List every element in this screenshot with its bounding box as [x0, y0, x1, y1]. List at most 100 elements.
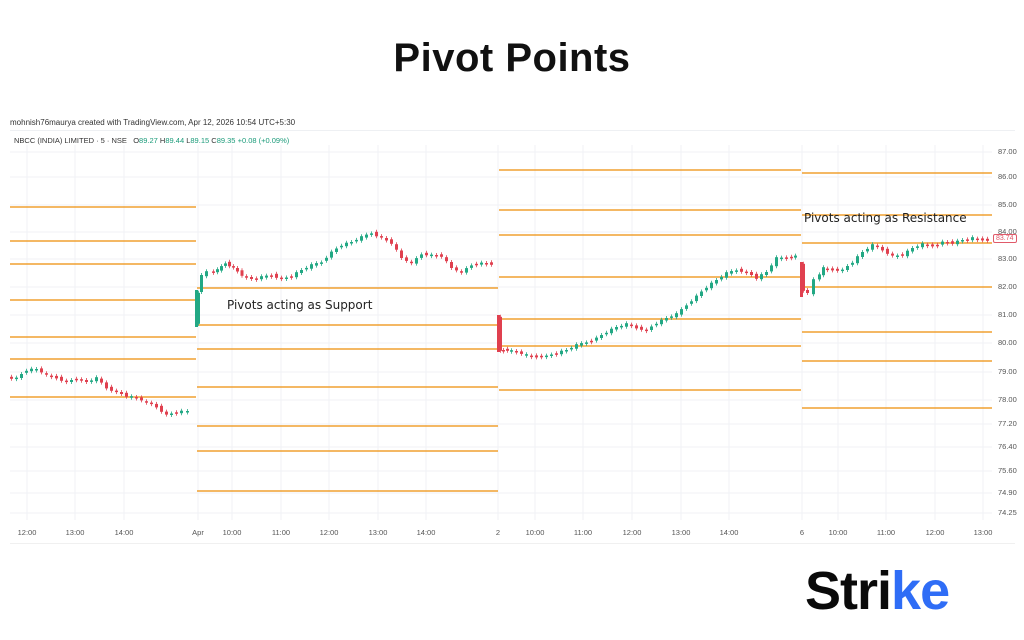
- candle: [400, 250, 403, 258]
- candle: [535, 355, 538, 358]
- candle: [236, 268, 239, 272]
- candle: [831, 268, 834, 271]
- price-tick-label: 84.00: [998, 227, 1017, 236]
- candle: [220, 266, 223, 271]
- price-tick-label: 81.00: [998, 310, 1017, 319]
- candle: [335, 248, 338, 252]
- candle: [330, 251, 333, 258]
- time-tick-label: 12:00: [319, 528, 339, 537]
- time-tick-label: 11:00: [271, 528, 291, 537]
- last-price-tag: 83.74: [993, 234, 1017, 243]
- time-tick-label: 13:00: [973, 528, 993, 537]
- logo-text: Stri: [805, 561, 892, 621]
- time-tick-label: 10:00: [222, 528, 242, 537]
- candle: [430, 254, 433, 257]
- candle: [100, 378, 103, 383]
- candle: [460, 271, 463, 273]
- candle: [35, 369, 38, 371]
- candle: [856, 256, 859, 264]
- candle: [690, 301, 693, 304]
- change-value: +0.08 (+0.09%): [237, 136, 290, 145]
- candle: [961, 240, 964, 242]
- candle: [70, 380, 73, 382]
- candle: [180, 410, 183, 414]
- time-tick-label: 12:00: [622, 528, 642, 537]
- candle: [802, 263, 805, 291]
- candle: [976, 238, 979, 241]
- price-tick-label: 76.40: [998, 442, 1017, 451]
- candle: [300, 270, 303, 273]
- candle: [610, 328, 613, 334]
- candle: [822, 267, 825, 276]
- candle: [260, 276, 263, 280]
- candle: [605, 332, 608, 335]
- candle: [490, 262, 493, 265]
- candle: [85, 380, 88, 382]
- candle: [540, 355, 543, 358]
- time-tick-label: 14:00: [114, 528, 134, 537]
- price-tick-label: 80.00: [998, 338, 1017, 347]
- candle: [395, 244, 398, 250]
- candle: [380, 236, 383, 238]
- strike-logo: Strike: [805, 560, 950, 622]
- candle: [545, 355, 548, 358]
- candle: [981, 238, 984, 241]
- candle: [760, 274, 763, 280]
- candle: [806, 290, 809, 293]
- candle: [205, 271, 208, 277]
- candle: [310, 264, 313, 269]
- candle: [290, 276, 293, 278]
- time-tick-label: 13:00: [368, 528, 388, 537]
- candle: [60, 376, 63, 381]
- time-tick-label: 14:00: [719, 528, 739, 537]
- candle: [245, 276, 248, 278]
- candle: [735, 270, 738, 272]
- close-label: C: [211, 136, 217, 145]
- candle: [240, 270, 244, 276]
- price-tick-label: 77.20: [998, 419, 1017, 428]
- candle: [625, 323, 628, 327]
- price-tick-label: 85.00: [998, 200, 1017, 209]
- candle: [921, 243, 924, 248]
- candle: [55, 375, 58, 379]
- candle: [450, 262, 453, 268]
- candle: [345, 242, 348, 247]
- candle: [150, 402, 153, 405]
- candle: [80, 379, 83, 381]
- candle: [425, 252, 428, 256]
- open-label: O: [133, 136, 140, 145]
- time-tick-label: 2: [495, 528, 501, 537]
- price-tick-label: 74.90: [998, 488, 1017, 497]
- candle: [212, 271, 215, 273]
- candle: [881, 246, 884, 251]
- low-label: L: [186, 136, 191, 145]
- candle: [370, 233, 373, 235]
- candle: [295, 272, 298, 278]
- candle: [499, 316, 502, 351]
- candle: [790, 256, 793, 259]
- candle: [140, 397, 143, 401]
- candle: [502, 350, 505, 352]
- time-tick-label: 11:00: [573, 528, 593, 537]
- candle: [515, 351, 518, 353]
- price-tick-label: 86.00: [998, 172, 1017, 181]
- candle: [986, 238, 989, 241]
- candle: [305, 267, 308, 270]
- candle: [510, 350, 513, 352]
- page-title: Pivot Points: [393, 36, 631, 80]
- time-tick-label: 6: [799, 528, 805, 537]
- candle: [655, 323, 658, 326]
- candle: [695, 295, 698, 302]
- candle: [630, 324, 633, 327]
- time-tick-label: 10:00: [525, 528, 545, 537]
- candle: [675, 313, 678, 318]
- candle: [911, 248, 914, 252]
- candle: [680, 309, 683, 315]
- candle: [186, 411, 189, 413]
- candle: [891, 253, 894, 256]
- candle: [615, 327, 618, 330]
- candle: [315, 263, 318, 266]
- candle: [170, 413, 173, 415]
- candle: [445, 257, 448, 262]
